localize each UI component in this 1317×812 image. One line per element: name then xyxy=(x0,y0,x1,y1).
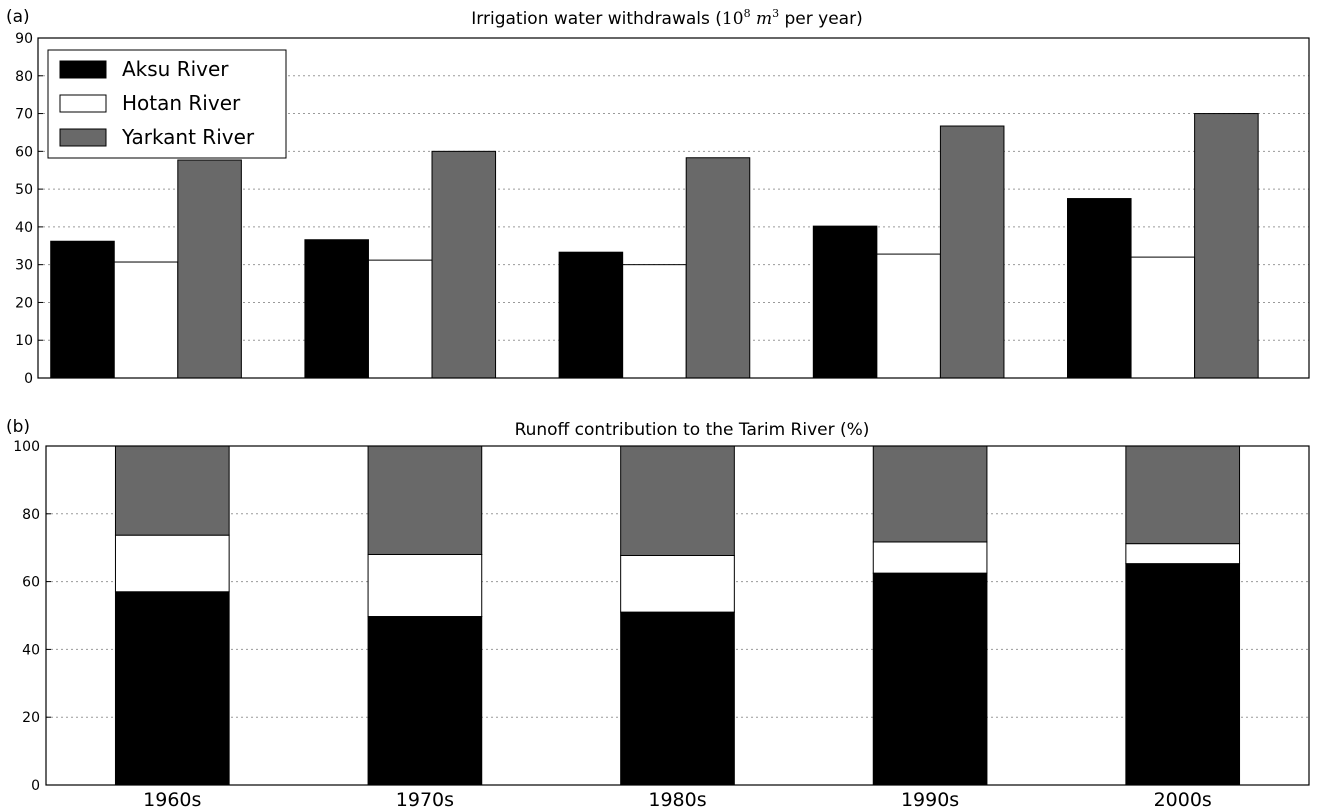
panel-a-frame xyxy=(37,37,1310,379)
bar-aksu-river-2000s xyxy=(1067,198,1132,379)
x-tick-label-1990s: 1990s xyxy=(901,789,959,811)
legend-swatch-aksu-river xyxy=(59,60,107,79)
legend: Aksu River Hotan River Yarkant River xyxy=(47,49,287,159)
bar-aksu-river-1980s xyxy=(558,251,624,379)
legend-label-yarkant-river: Yarkant River xyxy=(121,125,255,149)
stack-yarkant-river-2000s xyxy=(1125,445,1241,545)
bar-hotan-river-1980s xyxy=(622,264,687,379)
panel-a-y-axis: 0 10 20 30 40 50 60 70 80 90 xyxy=(15,31,43,387)
stack-hotan-river-1990s xyxy=(872,541,988,574)
stack-yarkant-river-1980s xyxy=(620,445,735,556)
stack-hotan-river-1960s xyxy=(114,534,230,593)
bar-yarkant-river-2000s xyxy=(1194,113,1259,379)
y-tick-label: 60 xyxy=(15,144,33,160)
x-axis-labels: 1960s 1970s 1980s 1990s 2000s xyxy=(143,780,1212,811)
bar-aksu-river-1960s xyxy=(50,240,115,379)
panel-b-bars xyxy=(114,445,1241,786)
legend-swatch-hotan-river xyxy=(59,94,107,113)
stack-yarkant-river-1970s xyxy=(367,445,483,555)
bar-yarkant-river-1990s xyxy=(939,125,1005,379)
y-tick-label: 40 xyxy=(22,642,40,658)
panel-b-tag: (b) xyxy=(6,417,30,437)
y-tick-label: 50 xyxy=(15,182,33,198)
stack-yarkant-river-1990s xyxy=(872,445,988,543)
y-tick-label: 30 xyxy=(15,258,33,274)
y-tick-label: 0 xyxy=(24,371,33,387)
x-tick-label-1970s: 1970s xyxy=(396,789,454,811)
x-tick-label-1960s: 1960s xyxy=(143,789,201,811)
stack-hotan-river-1980s xyxy=(620,554,735,613)
y-tick-label: 90 xyxy=(15,31,33,47)
stack-aksu-river-1960s xyxy=(114,591,230,786)
panel-b-title: Runoff contribution to the Tarim River (… xyxy=(515,420,870,440)
y-tick-label: 80 xyxy=(15,69,33,85)
panel-a: (a) Irrigation water withdrawals (108 m3… xyxy=(6,7,1310,387)
bar-aksu-river-1990s xyxy=(812,225,878,379)
stack-aksu-river-1970s xyxy=(367,616,483,786)
y-tick-label: 70 xyxy=(15,107,33,123)
bar-hotan-river-1960s xyxy=(113,261,179,379)
bar-hotan-river-1990s xyxy=(876,253,941,379)
y-tick-label: 100 xyxy=(13,439,40,455)
panel-b-y-axis: 0 20 40 60 80 100 xyxy=(13,439,51,794)
bar-yarkant-river-1960s xyxy=(177,159,242,379)
legend-label-aksu-river: Aksu River xyxy=(122,57,229,81)
bar-aksu-river-1970s xyxy=(304,239,369,379)
bar-hotan-river-1970s xyxy=(367,259,433,379)
panel-b: (b) Runoff contribution to the Tarim Riv… xyxy=(6,417,1310,811)
bar-yarkant-river-1970s xyxy=(431,150,497,379)
y-tick-label: 80 xyxy=(22,507,40,523)
legend-label-hotan-river: Hotan River xyxy=(122,91,241,115)
panel-a-bars xyxy=(50,113,1259,379)
stack-aksu-river-1980s xyxy=(620,611,735,786)
stack-hotan-river-2000s xyxy=(1125,543,1241,565)
stack-aksu-river-2000s xyxy=(1125,563,1241,786)
stack-aksu-river-1990s xyxy=(872,572,988,786)
bar-yarkant-river-1980s xyxy=(685,157,751,379)
x-tick-label-2000s: 2000s xyxy=(1154,789,1212,811)
legend-swatch-yarkant-river xyxy=(59,128,107,147)
bar-hotan-river-2000s xyxy=(1130,256,1196,379)
panel-a-tag: (a) xyxy=(6,7,30,27)
y-tick-label: 60 xyxy=(22,575,40,591)
stack-hotan-river-1970s xyxy=(367,553,483,618)
x-tick-label-1980s: 1980s xyxy=(648,789,706,811)
panel-a-title: Irrigation water withdrawals (108 m3 per… xyxy=(471,7,862,29)
y-tick-label: 40 xyxy=(15,220,33,236)
stack-yarkant-river-1960s xyxy=(114,445,230,536)
y-tick-label: 20 xyxy=(22,710,40,726)
y-tick-label: 0 xyxy=(31,778,40,794)
y-tick-label: 10 xyxy=(15,333,33,349)
y-tick-label: 20 xyxy=(15,295,33,311)
